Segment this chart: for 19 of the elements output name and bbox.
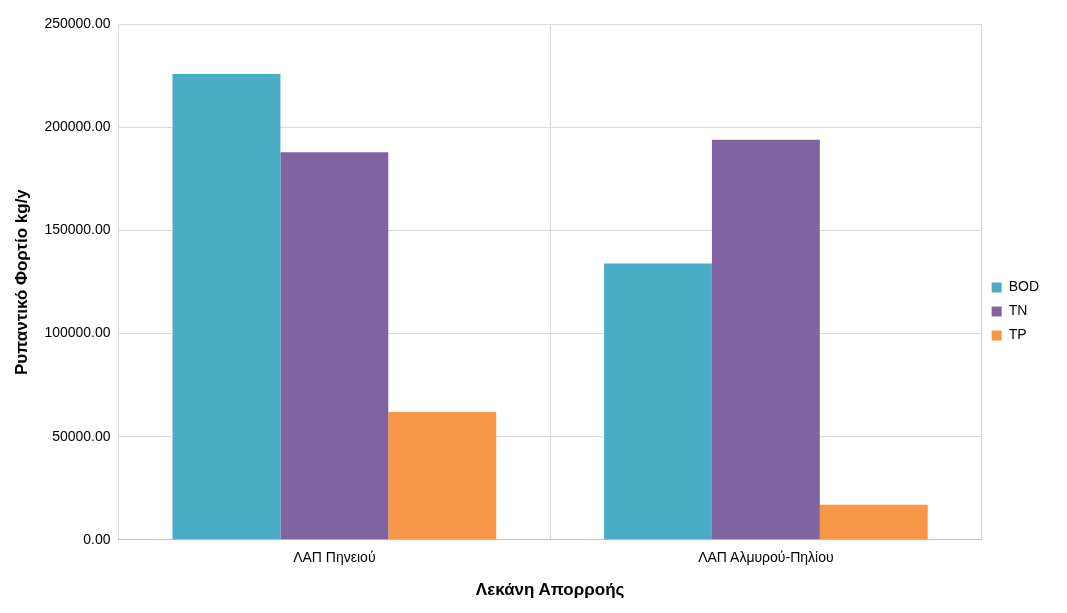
y-axis-title: Ρυπαντικό Φορτίο kg/y: [11, 188, 31, 376]
legend-label: TN: [1008, 302, 1028, 319]
y-tick-label: 200000.00: [44, 118, 111, 135]
bar: [388, 411, 497, 540]
bar: [711, 139, 820, 540]
bar: [819, 504, 928, 540]
legend-label: BOD: [1008, 278, 1040, 295]
y-tick-label: 150000.00: [44, 221, 111, 238]
y-tick-label: 0.00: [83, 530, 111, 547]
x-axis-title: Λεκάνη Απορροής: [475, 580, 625, 600]
bar: [280, 152, 389, 540]
x-tick-label: ΛΑΠ Πηνειού: [293, 549, 376, 566]
y-tick-label: 50000.00: [52, 427, 111, 444]
legend-label: TP: [1008, 326, 1027, 343]
y-tick-label: 100000.00: [44, 324, 111, 341]
x-tick-label: ΛΑΠ Αλμυρού-Πηλίου: [698, 549, 834, 566]
bar: [172, 73, 281, 540]
bar: [604, 263, 712, 540]
y-tick-label: 250000.00: [44, 15, 111, 32]
